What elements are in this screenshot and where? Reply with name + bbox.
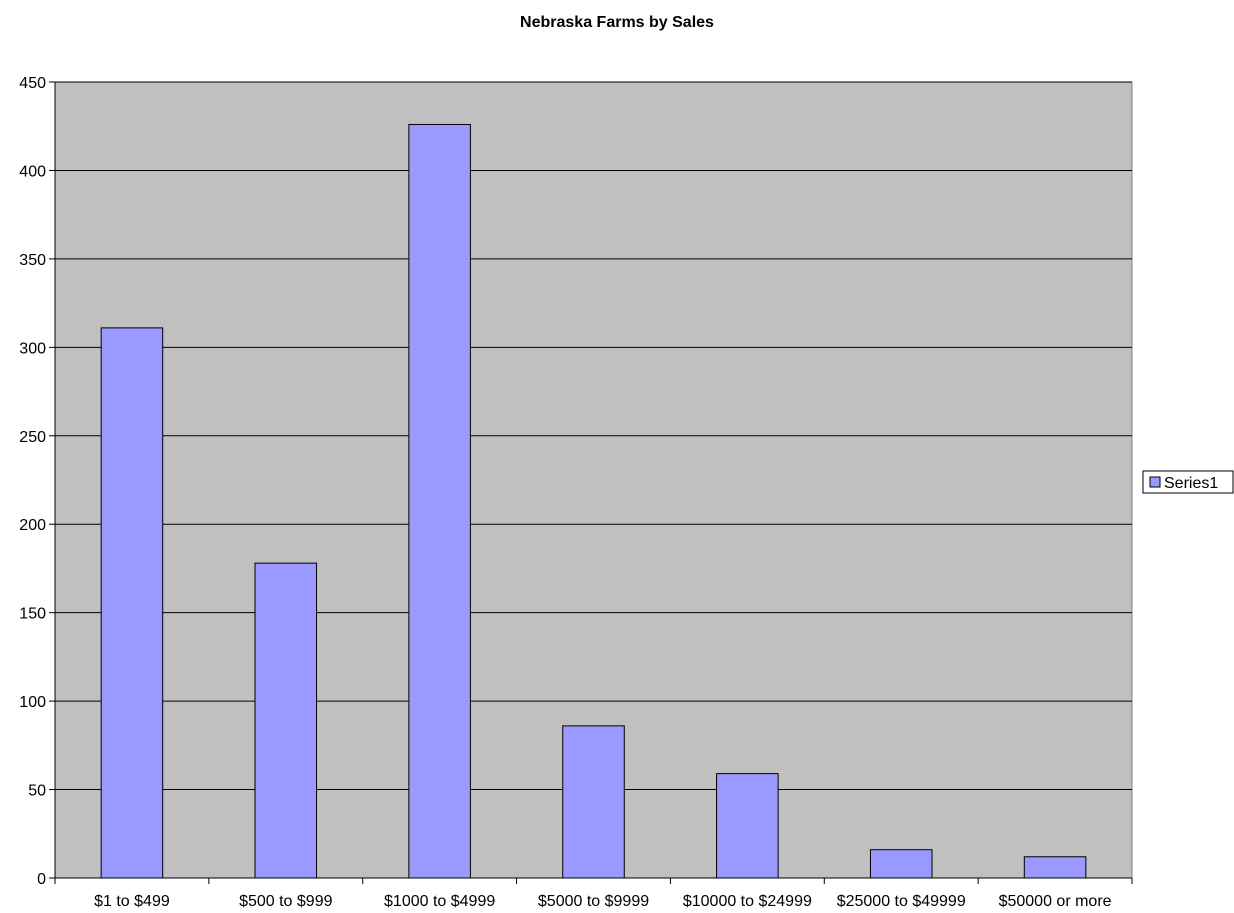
y-tick-label: 200	[19, 517, 46, 534]
y-tick-label: 300	[19, 340, 46, 357]
chart-title: Nebraska Farms by Sales	[520, 14, 714, 31]
y-tick-label: 150	[19, 606, 46, 623]
x-tick-label: $10000 to $24999	[683, 893, 812, 910]
bar	[869, 849, 933, 879]
legend-swatch	[1149, 476, 1161, 488]
gridlines	[55, 81, 1132, 791]
x-tick-label: $1 to $499	[94, 893, 170, 910]
y-tick-label: 0	[37, 871, 46, 888]
y-axis-ticks: 0 50 100 150 200 250 300 350 400 450	[19, 75, 55, 888]
bar	[1023, 856, 1087, 879]
bar	[562, 725, 625, 879]
bar	[716, 773, 779, 879]
bar	[254, 562, 318, 879]
legend: Series1	[1142, 470, 1234, 494]
x-tick-label: $25000 to $49999	[837, 893, 966, 910]
bar	[100, 327, 164, 879]
bar	[408, 123, 471, 879]
legend-label: Series1	[1164, 475, 1218, 492]
x-tick-label: $50000 or more	[999, 893, 1112, 910]
bar-series	[100, 123, 1087, 879]
y-tick-label: 100	[19, 694, 46, 711]
x-axis-ticks: $1 to $499 $500 to $999 $1000 to $4999 $500…	[54, 878, 1133, 910]
axes	[54, 82, 1132, 879]
x-tick-label: $1000 to $4999	[384, 893, 495, 910]
y-tick-label: 250	[19, 429, 46, 446]
y-tick-label: 400	[19, 163, 46, 180]
legend-box	[1142, 470, 1234, 494]
x-tick-label: $5000 to $9999	[538, 893, 649, 910]
y-tick-label: 450	[19, 75, 46, 92]
y-tick-label: 50	[28, 783, 46, 800]
x-tick-label: $500 to $999	[239, 893, 333, 910]
y-tick-label: 350	[19, 252, 46, 269]
